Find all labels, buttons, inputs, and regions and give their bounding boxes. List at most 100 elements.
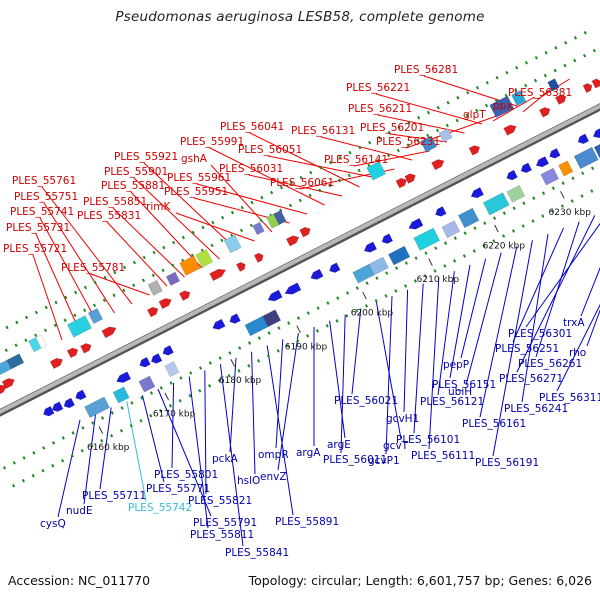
category-box: [84, 396, 110, 418]
bottom-gene-label: PLES_56191: [475, 457, 539, 469]
top-gene-label: PLES_55781: [61, 262, 125, 274]
minus-gene: [150, 353, 163, 364]
label-line: [492, 240, 533, 457]
bottom-gene-label: gcvP1: [368, 455, 400, 467]
bottom-gene-label: PLES_55771: [146, 483, 210, 495]
label-line: [99, 407, 112, 490]
minus-gene: [435, 206, 447, 217]
minus-gene: [52, 401, 64, 412]
plus-gene: [395, 177, 407, 189]
category-box: [540, 167, 559, 186]
category-box: [262, 309, 281, 328]
plus-gene: [404, 173, 416, 184]
label-line: [449, 264, 471, 379]
category-box: [252, 221, 265, 236]
label-line: [175, 212, 255, 242]
label-line: [460, 258, 487, 359]
label-line: [479, 246, 518, 418]
label-line: [320, 136, 413, 161]
top-gene-label: PLES_56381: [508, 87, 572, 99]
tick-mark: [428, 258, 433, 266]
minus-gene: [162, 345, 174, 356]
minus-gene: [408, 217, 424, 230]
label-line: [188, 376, 209, 529]
category-box: [441, 220, 461, 239]
label-line: [32, 254, 63, 341]
bottom-gene-label: PLES_56271: [499, 373, 563, 385]
label-line: [375, 93, 483, 125]
bottom-gene-label: pepP: [443, 359, 469, 371]
top-gene-label: PLES_56201: [360, 122, 424, 134]
bottom-gene-label: PLES_56241: [504, 403, 568, 415]
bottom-gene-label: PLES_56011: [323, 454, 387, 466]
minus-gene: [520, 162, 533, 174]
label-line: [512, 227, 565, 343]
label-line: [57, 419, 81, 518]
top-gene-label: PLES_56051: [238, 144, 302, 156]
bottom-gene-label: PLES_56251: [495, 343, 559, 355]
bottom-gene-label: pckA: [212, 453, 239, 465]
label-line: [413, 283, 424, 434]
label-line: [43, 202, 115, 314]
label-line: [353, 150, 430, 167]
bottom-gene-label: PLES_56161: [462, 418, 526, 430]
label-line: [329, 320, 346, 439]
category-box: [195, 249, 214, 268]
plus-gene: [0, 384, 7, 395]
top-gene-label: PLES_55921: [114, 151, 178, 163]
tick-mark: [230, 359, 235, 367]
minus-gene: [592, 128, 600, 139]
plus-gene: [236, 261, 246, 272]
bottom-gene-label: PLES_56301: [508, 328, 572, 340]
label-line: [196, 183, 308, 215]
bottom-gene-label: cysQ: [40, 518, 66, 530]
bottom-gene-label: PLES_55811: [190, 529, 254, 541]
label-line: [428, 277, 440, 450]
label-line: [209, 147, 325, 206]
plus-gene: [179, 290, 191, 301]
bottom-gene-label: PLES_56151: [432, 379, 496, 391]
minus-gene: [63, 397, 76, 409]
top-gene-label: PLES_55951: [164, 186, 228, 198]
top-gene-label: glpT: [463, 109, 486, 121]
label-line: [586, 309, 600, 347]
plus-gene: [66, 347, 79, 359]
label-line: [229, 357, 237, 453]
top-label-lines: [32, 75, 570, 341]
minus-gene: [229, 313, 241, 324]
category-box: [547, 78, 560, 92]
minus-gene: [506, 169, 518, 181]
category-box: [112, 386, 130, 404]
bottom-gene-label: rho: [569, 347, 586, 359]
category-box: [366, 161, 386, 181]
tick-label: 6170 kbp: [153, 409, 196, 419]
plus-gene: [582, 83, 593, 94]
backbone: [0, 103, 600, 415]
category-box: [506, 185, 526, 203]
dots-bottom: [12, 185, 600, 488]
bottom-gene-label: PLES_55742: [128, 502, 192, 514]
plus-gene: [431, 159, 445, 171]
top-gene-label: PLES_56031: [219, 163, 283, 175]
label-line: [275, 339, 284, 449]
label-line: [126, 401, 147, 502]
bottom-gene-label: PLES_55791: [193, 517, 257, 529]
bottom-gene-label: nudE: [66, 505, 93, 517]
bottom-gene-labels: cysQnudEPLES_55711PLES_55742PLES_55771PL…: [40, 317, 600, 559]
minus-gene: [284, 282, 302, 295]
top-gene-label: ppx: [493, 100, 513, 112]
top-gene-label: PLES_56231: [376, 136, 440, 148]
tick-label: 6160 kbp: [87, 443, 130, 453]
category-box: [558, 160, 574, 177]
minus-gene: [577, 133, 590, 144]
tick-label: 6180 kbp: [219, 376, 262, 386]
label-line: [130, 191, 203, 269]
category-box: [6, 353, 25, 370]
bottom-gene-label: PLES_56021: [334, 395, 398, 407]
bottom-gene-label: PLES_56261: [518, 358, 582, 370]
minus-gene: [363, 241, 378, 253]
bottom-gene-label: PLES_55891: [275, 516, 339, 528]
category-box: [273, 210, 287, 226]
category-box: [147, 279, 163, 296]
